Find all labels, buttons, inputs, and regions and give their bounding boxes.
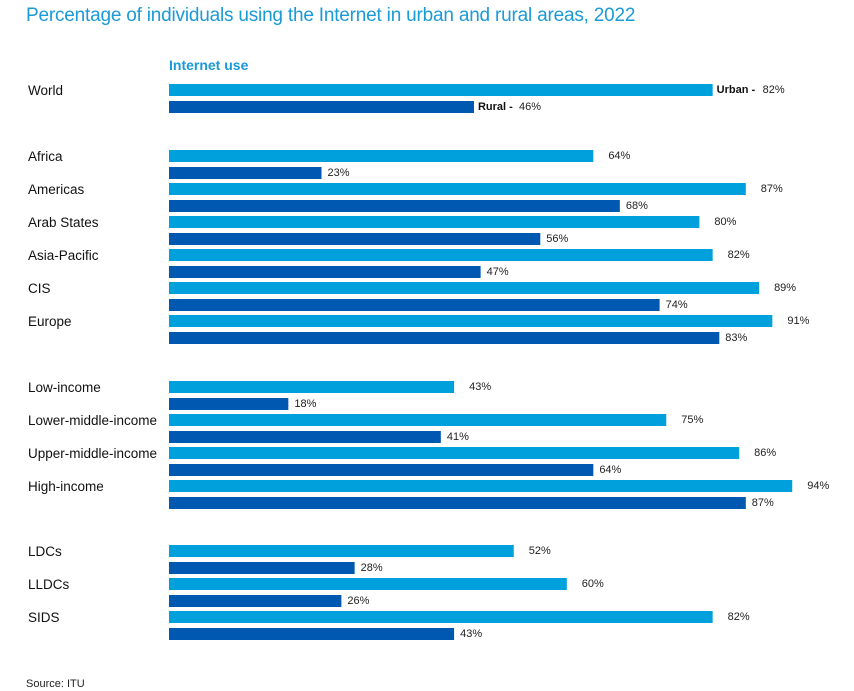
category-label-americas: Americas bbox=[28, 182, 85, 197]
value-label-rural-high-income: 87% bbox=[752, 497, 774, 509]
bar-urban-americas bbox=[169, 183, 746, 195]
bar-rural-lldcs bbox=[169, 595, 342, 607]
bar-urban-world bbox=[169, 84, 713, 96]
value-label-urban-high-income: 94% bbox=[807, 480, 829, 492]
value-label-rural-cis: 74% bbox=[666, 299, 688, 311]
bar-urban-sids bbox=[169, 611, 713, 623]
bar-rural-americas bbox=[169, 200, 620, 212]
category-label-europe: Europe bbox=[28, 314, 72, 329]
value-label-urban-europe: 91% bbox=[787, 315, 809, 327]
value-label-urban-low-income: 43% bbox=[469, 381, 491, 393]
bar-urban-europe bbox=[169, 315, 773, 327]
category-label-arab-states: Arab States bbox=[28, 215, 99, 230]
category-label-upper-middle-income: Upper-middle-income bbox=[28, 446, 157, 461]
category-label-sids: SIDS bbox=[28, 610, 60, 625]
chart-subtitle: Internet use bbox=[169, 57, 249, 73]
value-label-urban-lldcs: 60% bbox=[582, 578, 604, 590]
bar-rural-upper-middle-income bbox=[169, 464, 594, 476]
value-label-rural-upper-middle-income: 64% bbox=[599, 464, 621, 476]
category-label-lldcs: LLDCs bbox=[28, 577, 70, 592]
bar-rural-cis bbox=[169, 299, 660, 311]
value-label-urban-arab-states: 80% bbox=[714, 216, 736, 228]
value-label-urban-world: 82% bbox=[763, 84, 785, 96]
bar-urban-ldcs bbox=[169, 545, 514, 557]
value-label-urban-upper-middle-income: 86% bbox=[754, 447, 776, 459]
bar-rural-ldcs bbox=[169, 562, 355, 574]
category-label-africa: Africa bbox=[28, 149, 63, 164]
value-label-rural-americas: 68% bbox=[626, 200, 648, 212]
bar-rural-europe bbox=[169, 332, 720, 344]
value-label-urban-americas: 87% bbox=[761, 183, 783, 195]
bar-rural-world bbox=[169, 101, 474, 113]
category-label-high-income: High-income bbox=[28, 479, 104, 494]
series-label-rural: Rural - bbox=[478, 101, 513, 113]
category-label-ldcs: LDCs bbox=[28, 544, 62, 559]
value-label-rural-africa: 23% bbox=[327, 167, 349, 179]
series-label-urban: Urban - bbox=[717, 84, 756, 96]
value-label-rural-asia-pacific: 47% bbox=[487, 266, 509, 278]
bar-urban-asia-pacific bbox=[169, 249, 713, 261]
bar-urban-high-income bbox=[169, 480, 793, 492]
value-label-urban-asia-pacific: 82% bbox=[728, 249, 750, 261]
value-label-urban-sids: 82% bbox=[728, 611, 750, 623]
bar-urban-arab-states bbox=[169, 216, 700, 228]
value-label-urban-ldcs: 52% bbox=[529, 545, 551, 557]
value-label-rural-lower-middle-income: 41% bbox=[447, 431, 469, 443]
category-label-lower-middle-income: Lower-middle-income bbox=[28, 413, 157, 428]
value-label-rural-europe: 83% bbox=[725, 332, 747, 344]
value-label-rural-lldcs: 26% bbox=[347, 595, 369, 607]
value-label-urban-lower-middle-income: 75% bbox=[681, 414, 703, 426]
value-label-rural-sids: 43% bbox=[460, 628, 482, 640]
bar-rural-low-income bbox=[169, 398, 289, 410]
value-label-rural-world: 46% bbox=[519, 101, 541, 113]
value-label-rural-arab-states: 56% bbox=[546, 233, 568, 245]
bar-rural-arab-states bbox=[169, 233, 541, 245]
category-label-asia-pacific: Asia-Pacific bbox=[28, 248, 99, 263]
bar-urban-lower-middle-income bbox=[169, 414, 667, 426]
source-note: Source: ITU bbox=[26, 678, 85, 690]
bar-urban-cis bbox=[169, 282, 760, 294]
bar-rural-sids bbox=[169, 628, 455, 640]
bar-urban-africa bbox=[169, 150, 594, 162]
value-label-urban-africa: 64% bbox=[608, 150, 630, 162]
value-label-rural-ldcs: 28% bbox=[361, 562, 383, 574]
bar-rural-lower-middle-income bbox=[169, 431, 441, 443]
bar-urban-lldcs bbox=[169, 578, 567, 590]
bar-rural-asia-pacific bbox=[169, 266, 481, 278]
value-label-rural-low-income: 18% bbox=[294, 398, 316, 410]
chart-title: Percentage of individuals using the Inte… bbox=[26, 5, 636, 26]
bar-urban-upper-middle-income bbox=[169, 447, 740, 459]
bar-rural-africa bbox=[169, 167, 322, 179]
bar-urban-low-income bbox=[169, 381, 455, 393]
value-label-urban-cis: 89% bbox=[774, 282, 796, 294]
category-label-world: World bbox=[28, 83, 63, 98]
category-label-cis: CIS bbox=[28, 281, 51, 296]
bar-rural-high-income bbox=[169, 497, 746, 509]
category-label-low-income: Low-income bbox=[28, 380, 101, 395]
